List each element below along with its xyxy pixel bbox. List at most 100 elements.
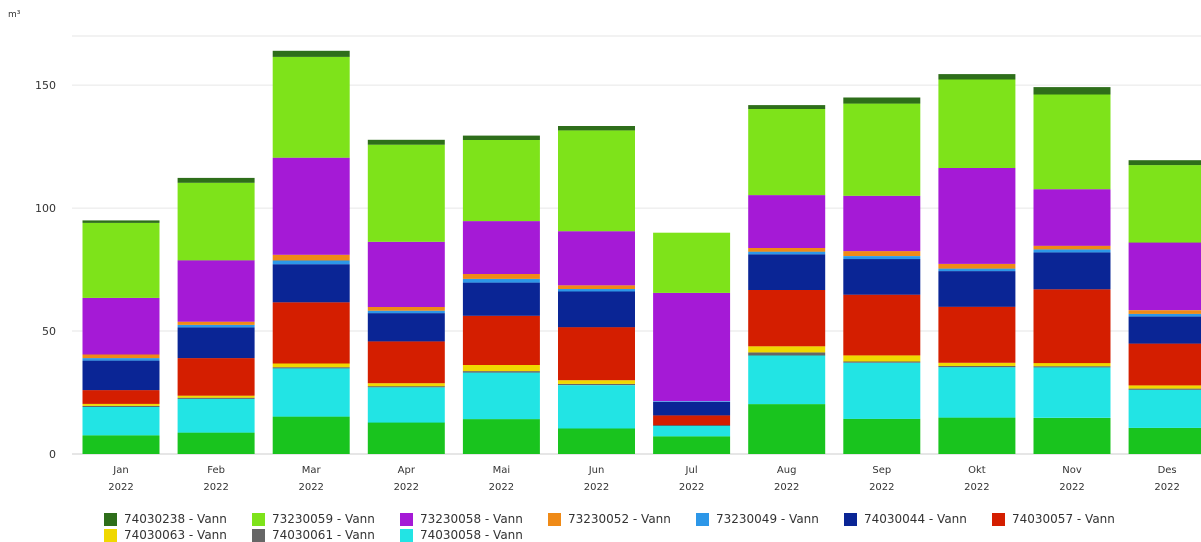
bar-segment [843,294,921,356]
bar-segment [82,358,160,361]
legend-item[interactable]: 73230052 - Vann [548,512,696,526]
bar-segment [1128,343,1201,386]
bar-segment [558,383,635,386]
x-tick-label-month: Sep [872,465,891,476]
x-tick-label-year: 2022 [964,482,989,493]
bar-segment [1033,245,1111,250]
bar-segment [558,231,635,286]
bar-segment [748,251,826,255]
bar-segment [558,327,635,381]
legend-item[interactable]: 74030061 - Vann [252,528,400,542]
x-tick-label-year: 2022 [489,482,514,493]
bar-segment [1128,427,1201,454]
bar-segment [558,428,635,454]
bar-segment [367,313,445,342]
bar-segment [462,315,540,365]
bar-segment [177,321,255,325]
bar-stack-des [1128,160,1201,454]
bar-segment [367,341,445,384]
bar-segment [462,419,540,454]
bar-segment [1128,313,1201,317]
legend-label: 73230052 - Vann [568,512,671,526]
x-tick-label-month: Jul [685,465,698,476]
legend-swatch [992,512,1005,526]
bar-segment [843,251,921,256]
legend-item[interactable]: 73230059 - Vann [252,512,400,526]
bar-stack-jun [558,126,635,454]
bar-segment [177,397,255,399]
bar-segment [462,278,540,283]
bar-segment [938,306,1016,363]
bar-segment [843,103,921,196]
legend-label: 73230049 - Vann [716,512,819,526]
bar-segment [558,130,635,232]
legend-swatch [252,528,265,542]
y-tick-label: 100 [35,202,56,215]
legend-swatch [548,512,561,526]
x-tick-label-month: Mar [302,465,322,476]
legend-swatch [844,512,857,526]
bar-segment [748,105,826,109]
legend-item[interactable]: 73230049 - Vann [696,512,844,526]
bar-stack-jan [82,220,160,454]
x-tick-label-year: 2022 [584,482,609,493]
legend-swatch [104,528,117,542]
bar-segment [272,416,350,454]
legend: 74030238 - Vann 73230059 - Vann 73230058 -… [104,512,1184,542]
legend-swatch [252,512,265,526]
x-tick-label-month: Jun [588,465,605,476]
bar-segment [462,135,540,140]
bar-segment [272,50,350,57]
legend-swatch [400,528,413,542]
bar-segment [653,426,731,437]
legend-item[interactable]: 74030058 - Vann [400,528,548,542]
bars [82,50,1201,454]
bar-segment [843,418,921,454]
bar-segment [1033,87,1111,95]
bar-segment [82,297,160,355]
legend-item[interactable]: 74030238 - Vann [104,512,252,526]
bar-segment [462,372,540,420]
bar-stack-okt [938,74,1016,454]
bar-segment [748,290,826,347]
bar-segment [1033,367,1111,418]
bar-segment [1033,189,1111,246]
legend-item[interactable]: 74030044 - Vann [844,512,992,526]
bar-segment [1033,249,1111,253]
bar-segment [748,195,826,248]
legend-swatch [400,512,413,526]
bar-segment [462,365,540,372]
bar-segment [843,355,921,362]
bar-segment [843,256,921,260]
x-tick-label-month: Apr [398,465,416,476]
y-axis: 0 50 100 150 [35,79,56,461]
bar-segment [367,144,445,242]
legend-label: 74030057 - Vann [1012,512,1115,526]
bar-segment [1128,310,1201,314]
bar-segment [462,221,540,274]
bar-segment [843,259,921,295]
stacked-bar-chart: 0 50 100 150 Jan 2022 Feb 2022 Mar 2022 Apr 2022 Ma… [8,10,1201,493]
x-tick-label-year: 2022 [394,482,419,493]
bar-segment [558,289,635,292]
bar-segment [558,380,635,384]
bar-segment [367,383,445,387]
legend-label: 74030058 - Vann [420,528,523,542]
legend-label: 74030061 - Vann [272,528,375,542]
legend-item[interactable]: 74030063 - Vann [104,528,252,542]
bar-segment [653,436,731,454]
bar-segment [748,254,826,290]
legend-item[interactable]: 73230058 - Vann [400,512,548,526]
bar-segment [653,425,731,426]
legend-item[interactable]: 74030057 - Vann [992,512,1140,526]
bar-segment [82,390,160,404]
bar-segment [653,401,731,416]
x-tick-label-month: Des [1158,465,1177,476]
bar-segment [558,385,635,429]
bar-segment [1128,165,1201,243]
bar-segment [177,324,255,328]
bar-segment [1033,94,1111,190]
bar-segment [272,254,350,261]
bar-segment [367,387,445,423]
bar-segment [1128,389,1201,428]
